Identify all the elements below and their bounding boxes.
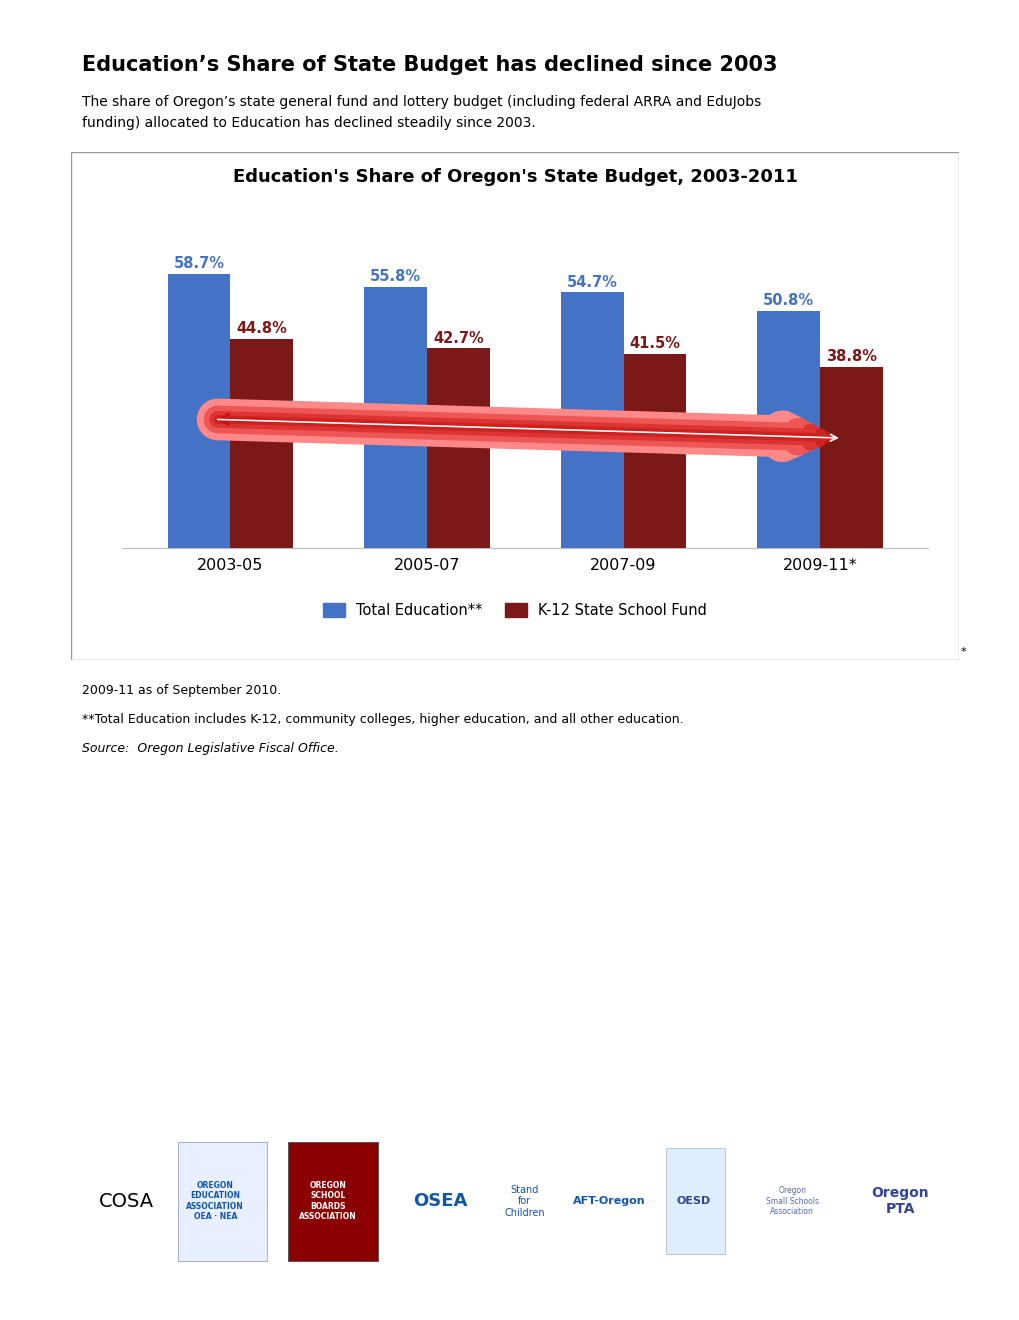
Bar xyxy=(560,292,623,548)
Bar xyxy=(230,338,293,548)
Text: 41.5%: 41.5% xyxy=(629,337,680,351)
Text: Oregon
PTA: Oregon PTA xyxy=(870,1187,928,1216)
Text: AFT-Oregon: AFT-Oregon xyxy=(573,1196,645,1206)
Text: COSA: COSA xyxy=(99,1192,154,1210)
Bar xyxy=(364,288,427,548)
Bar xyxy=(177,1142,267,1261)
Text: OREGON
EDUCATION
ASSOCIATION
OEA · NEA: OREGON EDUCATION ASSOCIATION OEA · NEA xyxy=(186,1181,244,1221)
Text: Education's Share of Oregon's State Budget, 2003-2011: Education's Share of Oregon's State Budg… xyxy=(232,168,797,186)
Bar xyxy=(819,367,882,548)
Bar xyxy=(427,348,489,548)
Bar xyxy=(665,1148,725,1254)
Text: 50.8%: 50.8% xyxy=(762,293,813,308)
Text: Stand
for
Children: Stand for Children xyxy=(504,1184,545,1218)
Text: 58.7%: 58.7% xyxy=(173,256,224,271)
Text: 55.8%: 55.8% xyxy=(370,269,421,284)
Text: *: * xyxy=(960,647,966,657)
Bar xyxy=(167,273,230,548)
Text: 38.8%: 38.8% xyxy=(825,348,876,364)
Text: **Total Education includes K-12, community colleges, higher education, and all o: **Total Education includes K-12, communi… xyxy=(82,713,683,726)
Text: 54.7%: 54.7% xyxy=(567,275,616,289)
Text: OESD: OESD xyxy=(676,1196,710,1206)
Bar xyxy=(756,310,819,548)
Bar xyxy=(288,1142,377,1261)
Text: OREGON
SCHOOL
BOARDS
ASSOCIATION: OREGON SCHOOL BOARDS ASSOCIATION xyxy=(299,1181,357,1221)
Text: Source:  Oregon Legislative Fiscal Office.: Source: Oregon Legislative Fiscal Office… xyxy=(82,742,338,755)
Text: 42.7%: 42.7% xyxy=(433,330,483,346)
Text: OSEA: OSEA xyxy=(413,1192,467,1210)
Text: 44.8%: 44.8% xyxy=(236,321,287,335)
Text: 2009-11 as of September 2010.: 2009-11 as of September 2010. xyxy=(82,684,280,697)
Text: Oregon
Small Schools
Association: Oregon Small Schools Association xyxy=(765,1187,818,1216)
Bar xyxy=(623,354,686,548)
Legend: Total Education**, K-12 State School Fund: Total Education**, K-12 State School Fun… xyxy=(317,597,712,624)
Text: The share of Oregon’s state general fund and lottery budget (including federal A: The share of Oregon’s state general fund… xyxy=(82,95,760,129)
Text: Education’s Share of State Budget has declined since 2003: Education’s Share of State Budget has de… xyxy=(82,55,776,75)
